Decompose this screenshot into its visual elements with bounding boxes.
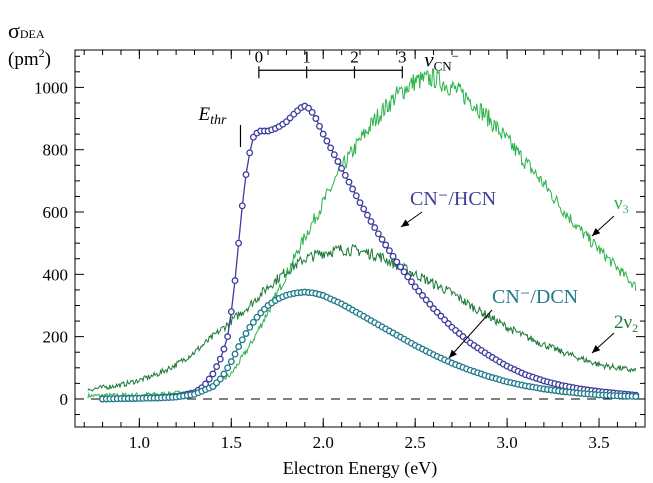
arrow-nu2-head bbox=[592, 345, 601, 353]
series-line-nu2 bbox=[87, 243, 637, 392]
x-tick-label: 1.5 bbox=[221, 433, 242, 452]
data-point-hcn bbox=[415, 287, 423, 295]
data-point-hcn bbox=[374, 230, 382, 238]
data-point-hcn bbox=[411, 283, 419, 291]
data-point-hcn bbox=[393, 258, 401, 266]
x-tick-label: 3.5 bbox=[588, 433, 609, 452]
data-point-hcn bbox=[220, 345, 228, 353]
y-tick-label: 0 bbox=[60, 390, 69, 409]
data-point-hcn bbox=[242, 171, 250, 179]
data-point-hcn bbox=[338, 164, 346, 172]
data-point-hcn bbox=[341, 171, 349, 179]
data-point-dcn bbox=[242, 330, 250, 337]
data-point-hcn bbox=[400, 268, 408, 276]
y-axis-label-symbol: σDEA bbox=[8, 18, 45, 43]
data-point-hcn bbox=[363, 211, 371, 219]
data-point-hcn bbox=[356, 199, 364, 207]
data-point-hcn bbox=[305, 104, 312, 112]
data-point-dcn bbox=[253, 313, 261, 321]
data-point-hcn bbox=[327, 144, 335, 152]
annotation-dcn: CN⁻/DCN bbox=[492, 286, 578, 308]
annotation-nu2: 2ν2 bbox=[614, 312, 638, 335]
y-axis-ticks: 0 200 400 600 800 1000 bbox=[34, 55, 645, 416]
arrow-dcn-head bbox=[449, 349, 457, 358]
data-point-hcn bbox=[352, 192, 360, 200]
vib-scale-tick-label: 1 bbox=[302, 47, 311, 66]
data-point-dcn bbox=[249, 318, 257, 326]
data-point-hcn bbox=[209, 370, 217, 378]
vib-scale-tick-label: 0 bbox=[255, 47, 264, 66]
vibrational-level-scale: 0 1 2 3 bbox=[255, 47, 407, 79]
data-point-hcn bbox=[389, 252, 397, 260]
data-point-hcn bbox=[382, 241, 390, 249]
data-point-hcn bbox=[404, 273, 412, 281]
series-line-hcn bbox=[102, 105, 636, 400]
arrow-dcn bbox=[448, 309, 493, 359]
data-point-dcn bbox=[238, 336, 246, 344]
data-point-dcn bbox=[227, 358, 235, 366]
data-point-hcn bbox=[397, 263, 404, 271]
y-axis-label-unit: (pm2) bbox=[8, 46, 51, 70]
vib-scale-tick-label: 3 bbox=[398, 47, 407, 66]
series-line-nu3 bbox=[87, 68, 637, 400]
data-point-hcn bbox=[349, 185, 357, 193]
data-point-hcn bbox=[316, 122, 323, 130]
y-tick-label: 400 bbox=[43, 265, 69, 284]
data-point-hcn bbox=[323, 137, 331, 145]
annotation-nu3: ν3 bbox=[614, 193, 629, 216]
data-point-hcn bbox=[360, 205, 368, 213]
y-tick-label: 200 bbox=[43, 328, 69, 347]
arrow-nu3-head bbox=[592, 228, 601, 236]
data-point-hcn bbox=[224, 333, 232, 341]
data-point-hcn bbox=[371, 224, 379, 232]
series-layer bbox=[87, 68, 640, 403]
data-point-hcn bbox=[246, 149, 254, 157]
data-point-hcn bbox=[227, 308, 235, 316]
vibrational-level-label: vCN− bbox=[424, 47, 459, 73]
data-point-hcn bbox=[334, 158, 342, 165]
x-tick-label: 1.0 bbox=[129, 433, 150, 452]
annotation-arrows bbox=[400, 211, 615, 359]
data-point-dcn bbox=[246, 323, 254, 331]
data-point-hcn bbox=[235, 239, 243, 247]
data-point-dcn bbox=[220, 370, 228, 378]
data-point-hcn bbox=[249, 133, 257, 141]
data-point-hcn bbox=[319, 130, 327, 138]
data-point-dcn bbox=[224, 364, 232, 372]
y-tick-label: 600 bbox=[43, 203, 69, 222]
data-point-hcn bbox=[312, 115, 320, 122]
data-point-hcn bbox=[408, 278, 415, 286]
x-tick-label: 2.0 bbox=[313, 433, 334, 452]
data-point-dcn bbox=[632, 393, 640, 400]
vib-scale-tick-label: 2 bbox=[350, 47, 359, 66]
data-point-dcn bbox=[235, 343, 243, 351]
arrow-hcn-head bbox=[401, 219, 410, 227]
data-point-hcn bbox=[426, 300, 434, 308]
data-point-dcn bbox=[231, 350, 239, 358]
data-point-hcn bbox=[345, 178, 353, 186]
data-point-hcn bbox=[205, 375, 213, 383]
data-point-hcn bbox=[385, 247, 393, 255]
x-axis-ticks: 1.0 1.5 2.0 2.5 3.0 3.5 bbox=[83, 50, 637, 452]
data-point-hcn bbox=[216, 355, 224, 363]
x-tick-label: 2.5 bbox=[405, 433, 426, 452]
y-tick-label: 800 bbox=[43, 141, 69, 160]
data-point-hcn bbox=[422, 296, 430, 304]
data-point-hcn bbox=[419, 292, 426, 299]
threshold-label: Ethr bbox=[197, 104, 226, 128]
data-point-hcn bbox=[238, 202, 246, 210]
annotation-hcn: CN⁻/HCN bbox=[410, 188, 496, 210]
data-point-dcn bbox=[216, 375, 224, 383]
y-tick-label: 1000 bbox=[34, 78, 68, 97]
data-point-hcn bbox=[367, 217, 375, 225]
data-point-hcn bbox=[213, 363, 221, 371]
data-point-hcn bbox=[378, 235, 386, 243]
x-axis-label: Electron Energy (eV) bbox=[283, 458, 438, 479]
data-point-hcn bbox=[308, 108, 316, 116]
data-point-hcn bbox=[231, 277, 239, 285]
data-point-hcn bbox=[330, 151, 338, 159]
x-tick-label: 3.0 bbox=[496, 433, 517, 452]
